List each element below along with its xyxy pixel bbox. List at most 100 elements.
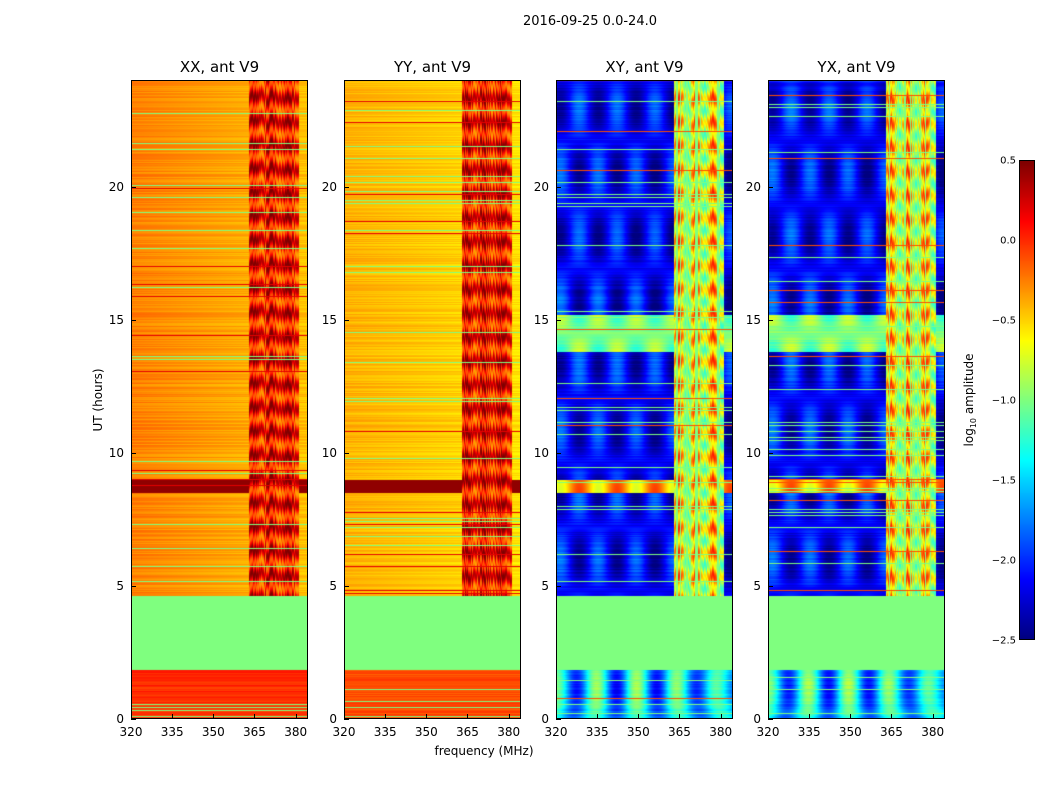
y-tick-mark [131, 719, 136, 720]
heatmap-panel-1: YY, ant V9 320 335 350 365 380 0 5 10 15 20 [322, 58, 521, 739]
x-tick-mark [638, 714, 640, 719]
x-tick-label: 380 [709, 725, 733, 739]
panel-title: XX, ant V9 [179, 58, 260, 76]
y-tick-label: 20 [745, 179, 761, 194]
colorbar-gradient [1020, 161, 1034, 639]
colorbar-label-rest: amplitude [961, 353, 976, 418]
x-tick-label: 380 [284, 725, 308, 739]
x-tick-label: 365 [668, 725, 691, 739]
axes-frame [556, 80, 733, 719]
y-tick-mark [344, 585, 349, 587]
x-tick-mark [467, 714, 469, 719]
x-tick-label: 365 [456, 725, 479, 739]
y-tick-mark [556, 186, 561, 188]
x-tick-mark [508, 714, 510, 719]
colorbar-tick-label: −2.0 [991, 555, 1016, 567]
y-tick-mark [556, 319, 561, 321]
y-tick-mark [344, 452, 349, 454]
x-tick-label: 320 [544, 725, 568, 739]
y-tick-label: 20 [533, 179, 549, 194]
x-tick-mark [131, 714, 132, 719]
y-tick-mark [131, 186, 136, 188]
y-tick-label: 15 [533, 312, 549, 327]
colorbar: 0.5 0.0 −0.5 −1.0 −1.5 −2.0 −2.5 [992, 156, 1035, 647]
x-tick-label: 335 [160, 725, 184, 739]
axes-frame [344, 80, 521, 719]
x-tick-label: 320 [119, 725, 143, 739]
y-tick-mark [768, 319, 773, 321]
x-tick-label: 350 [626, 725, 650, 739]
y-tick-label: 15 [745, 312, 761, 327]
y-tick-mark [344, 319, 349, 321]
y-tick-mark [344, 719, 349, 720]
x-tick-label: 335 [373, 725, 397, 739]
x-tick-mark [932, 714, 934, 719]
axes-frame [768, 80, 945, 719]
heatmap-image [768, 80, 945, 719]
colorbar-tick-label: −1.0 [991, 395, 1016, 407]
colorbar-tick-label: 0.5 [1000, 155, 1016, 167]
colorbar-label: log10 amplitude [962, 354, 978, 447]
heatmap-panel-2: XY, ant V9 320 335 350 365 380 0 5 10 15 20 [534, 58, 733, 739]
y-tick-label: 15 [321, 312, 337, 327]
y-tick-mark [768, 719, 773, 720]
y-tick-mark [131, 585, 136, 587]
y-tick-label: 20 [321, 179, 337, 194]
x-tick-label: 320 [332, 725, 356, 739]
y-tick-label: 15 [108, 312, 124, 327]
y-tick-label: 10 [533, 445, 549, 460]
x-tick-mark [556, 714, 557, 719]
y-tick-mark [556, 719, 561, 720]
y-tick-mark [344, 186, 349, 188]
heatmap-panel-3: YX, ant V9 320 335 350 365 380 0 5 10 15 20 [746, 58, 945, 739]
y-tick-mark [768, 585, 773, 587]
y-tick-label: 5 [116, 578, 124, 593]
colorbar-label-log: log [961, 428, 976, 447]
x-tick-mark [344, 714, 345, 719]
x-tick-mark [679, 714, 681, 719]
y-tick-mark [556, 585, 561, 587]
panel-title: XY, ant V9 [605, 58, 684, 76]
panel-title: YY, ant V9 [393, 58, 471, 76]
x-tick-mark [720, 714, 722, 719]
y-tick-label: 5 [541, 578, 549, 593]
heatmap-panel-0: XX, ant V9 320 335 350 365 380 0 5 10 15 20 [109, 58, 308, 739]
y-axis-label: UT (hours) [91, 368, 105, 432]
colorbar-label-sub: 10 [969, 417, 979, 429]
y-tick-mark [556, 452, 561, 454]
x-tick-mark [295, 714, 297, 719]
colorbar-tick-label: −0.5 [991, 315, 1016, 327]
y-tick-mark [768, 452, 773, 454]
colorbar-tick-label: −2.5 [991, 635, 1016, 647]
y-tick-mark [768, 186, 773, 188]
heatmap-image [131, 80, 308, 719]
x-tick-label: 335 [797, 725, 821, 739]
x-axis-label: frequency (MHz) [434, 744, 534, 758]
x-tick-mark [385, 714, 387, 719]
x-tick-label: 380 [921, 725, 945, 739]
y-tick-label: 20 [108, 179, 124, 194]
x-tick-label: 350 [414, 725, 438, 739]
x-tick-label: 335 [585, 725, 609, 739]
y-tick-label: 5 [329, 578, 337, 593]
x-tick-label: 365 [880, 725, 903, 739]
figure-title: 2016-09-25 0.0-24.0 [523, 14, 657, 29]
x-tick-mark [891, 714, 893, 719]
colorbar-tick-label: −1.5 [991, 475, 1016, 487]
x-tick-mark [597, 714, 599, 719]
x-tick-mark [213, 714, 215, 719]
y-tick-label: 5 [753, 578, 761, 593]
y-tick-label: 10 [108, 445, 124, 460]
x-tick-mark [426, 714, 428, 719]
x-tick-mark [850, 714, 852, 719]
x-tick-label: 380 [497, 725, 521, 739]
y-tick-label: 0 [541, 712, 549, 726]
y-tick-label: 10 [321, 445, 337, 460]
y-tick-label: 0 [753, 712, 761, 726]
y-tick-mark [131, 319, 136, 321]
panel-title: YX, ant V9 [817, 58, 896, 76]
x-tick-label: 350 [201, 725, 225, 739]
heatmap-image [556, 80, 733, 719]
x-tick-mark [254, 714, 256, 719]
